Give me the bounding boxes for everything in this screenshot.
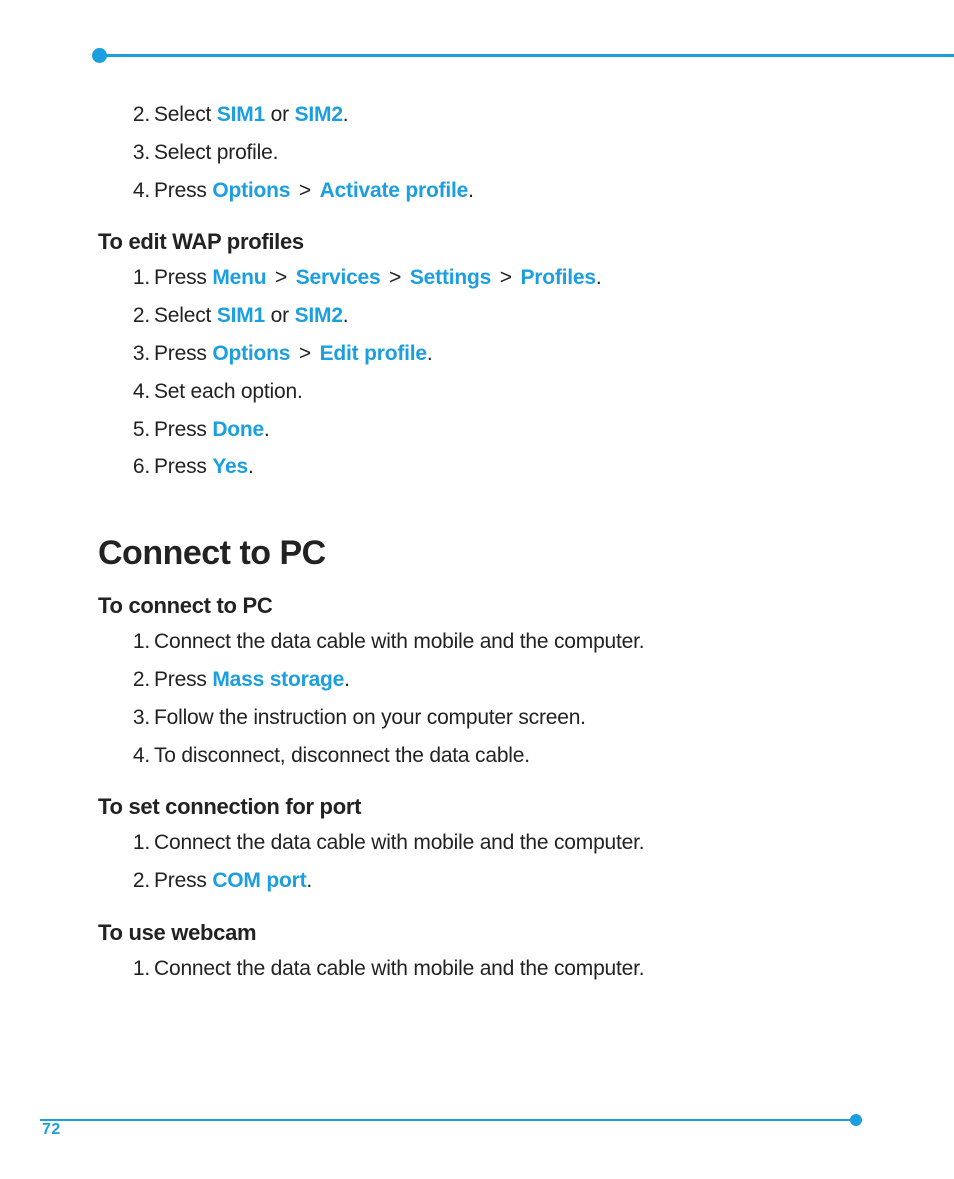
step-item: Press Done.: [154, 411, 914, 449]
ui-keyword: SIM1: [217, 304, 265, 327]
ui-keyword: Activate profile: [320, 179, 469, 202]
ui-keyword: SIM2: [295, 103, 343, 126]
ui-keyword: SIM1: [217, 103, 265, 126]
ui-keyword: Options: [212, 179, 290, 202]
step-item: To disconnect, disconnect the data cable…: [154, 737, 914, 775]
step-item: Set each option.: [154, 373, 914, 411]
steps-list: Connect the data cable with mobile and t…: [98, 623, 914, 774]
ui-keyword: Settings: [410, 266, 491, 289]
intro-steps-list: Select SIM1 or SIM2.Select profile.Press…: [98, 96, 914, 209]
step-item: Press Options > Edit profile.: [154, 335, 914, 373]
breadcrumb-separator: >: [384, 266, 407, 289]
sub-heading: To set connection for port: [98, 794, 914, 820]
step-item: Press Yes.: [154, 448, 914, 486]
edit-wap-steps-list: Press Menu > Services > Settings > Profi…: [98, 259, 914, 486]
step-item: Select SIM1 or SIM2.: [154, 96, 914, 134]
page-number: 72: [42, 1121, 61, 1139]
ui-keyword: Profiles: [520, 266, 595, 289]
breadcrumb-separator: >: [293, 179, 316, 202]
section-title-connect-pc: Connect to PC: [98, 534, 914, 573]
step-item: Connect the data cable with mobile and t…: [154, 623, 914, 661]
bottom-divider: [40, 1113, 856, 1127]
divider-dot-icon: [850, 1114, 862, 1126]
step-item: Connect the data cable with mobile and t…: [154, 824, 914, 862]
top-divider: [98, 48, 914, 62]
breadcrumb-separator: >: [293, 342, 316, 365]
steps-list: Connect the data cable with mobile and t…: [98, 824, 914, 900]
ui-keyword: Menu: [212, 266, 266, 289]
ui-keyword: Services: [296, 266, 381, 289]
sub-heading: To connect to PC: [98, 593, 914, 619]
step-item: Connect the data cable with mobile and t…: [154, 950, 914, 988]
sub-heading: To use webcam: [98, 920, 914, 946]
ui-keyword: Done: [212, 418, 264, 441]
page-content: Select SIM1 or SIM2.Select profile.Press…: [98, 96, 914, 988]
step-item: Press Mass storage.: [154, 661, 914, 699]
step-item: Press Menu > Services > Settings > Profi…: [154, 259, 914, 297]
ui-keyword: SIM2: [295, 304, 343, 327]
sub-heading-edit-wap: To edit WAP profiles: [98, 229, 914, 255]
divider-line: [98, 54, 954, 57]
divider-line: [40, 1119, 856, 1121]
ui-keyword: Mass storage: [212, 668, 344, 691]
connect-pc-sections: To connect to PC Connect the data cable w…: [98, 593, 914, 988]
ui-keyword: Options: [212, 342, 290, 365]
step-item: Press Options > Activate profile.: [154, 172, 914, 210]
ui-keyword: COM port: [212, 869, 306, 892]
step-item: Press COM port.: [154, 862, 914, 900]
step-item: Select SIM1 or SIM2.: [154, 297, 914, 335]
steps-list: Connect the data cable with mobile and t…: [98, 950, 914, 988]
step-item: Follow the instruction on your computer …: [154, 699, 914, 737]
breadcrumb-separator: >: [494, 266, 517, 289]
breadcrumb-separator: >: [269, 266, 292, 289]
document-page: Select SIM1 or SIM2.Select profile.Press…: [0, 0, 954, 1179]
ui-keyword: Yes: [212, 455, 248, 478]
step-item: Select profile.: [154, 134, 914, 172]
divider-dot-icon: [92, 48, 107, 63]
ui-keyword: Edit profile: [320, 342, 427, 365]
